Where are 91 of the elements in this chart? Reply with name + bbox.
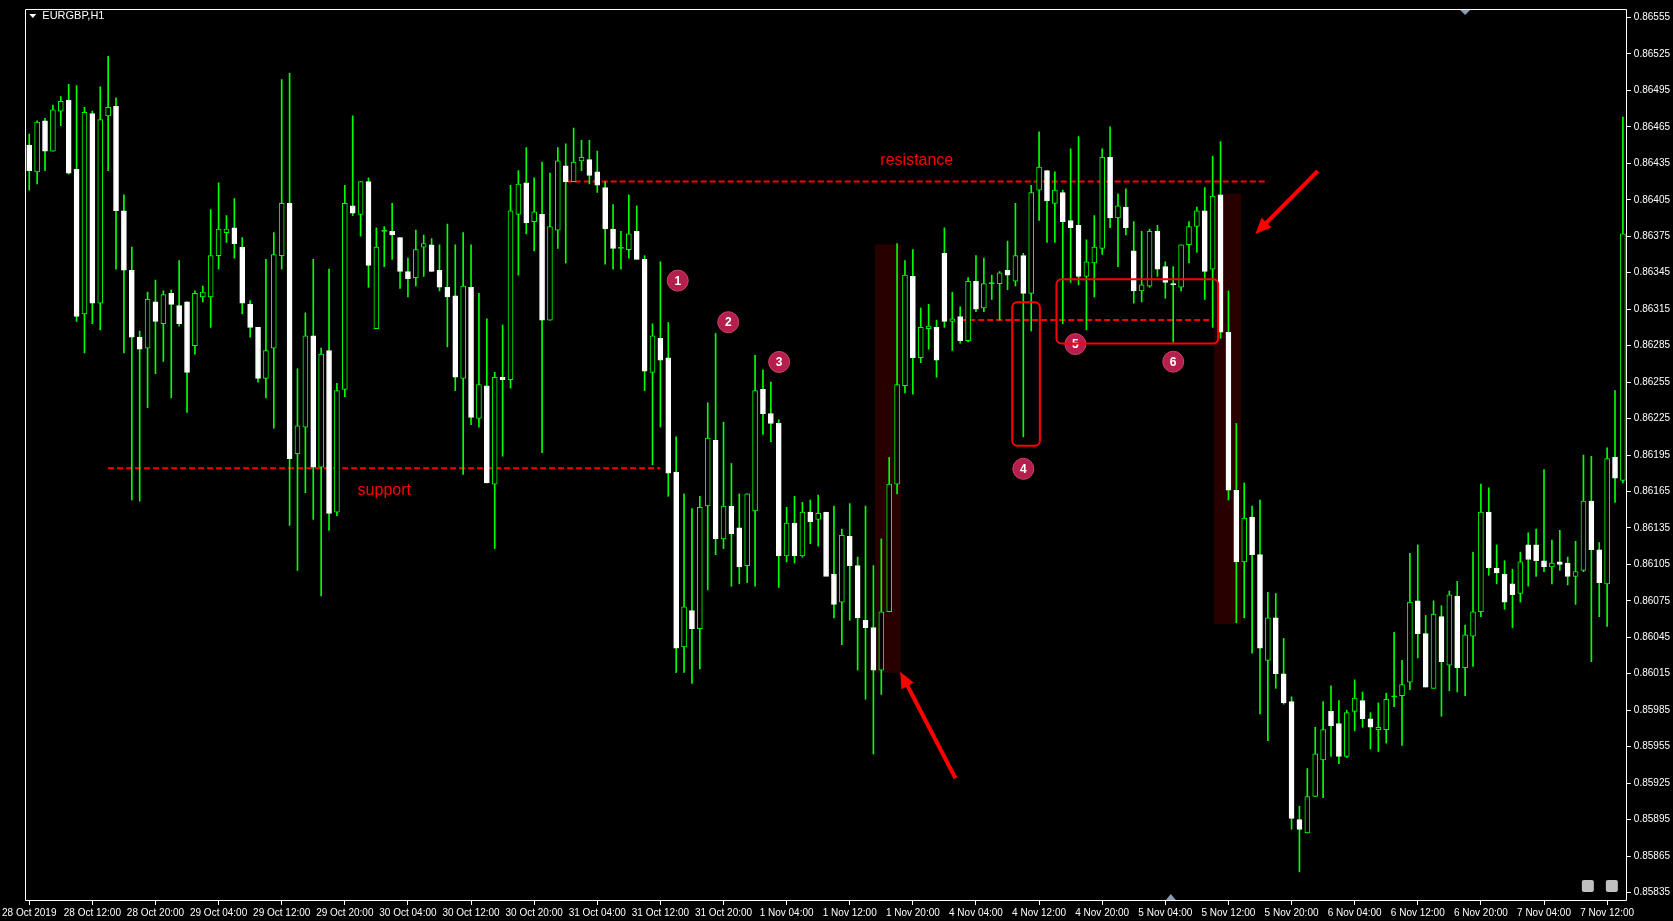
candlestick: [846, 503, 853, 621]
candlestick: [1091, 215, 1098, 298]
y-tick-label: 0.86105: [1633, 558, 1671, 570]
x-tick-label: 1 Nov 12:00: [822, 906, 878, 918]
y-tick-label: 0.86315: [1633, 302, 1671, 314]
candlestick: [768, 381, 774, 442]
y-tick-label: 0.86015: [1633, 667, 1671, 679]
candlestick: [949, 291, 956, 351]
x-tick-label: 4 Nov 12:00: [1012, 906, 1067, 918]
y-tick-label: 0.85955: [1633, 740, 1671, 752]
candlestick: [1399, 660, 1405, 746]
y-tick-label: 0.85925: [1633, 776, 1671, 788]
x-tick-label: 29 Oct 12:00: [253, 906, 311, 918]
y-tick-label: 0.86465: [1633, 120, 1671, 132]
candlestick: [531, 177, 537, 252]
y-tick-label: 0.86525: [1633, 47, 1671, 59]
candlestick: [349, 115, 356, 216]
y-tick-label: 0.86045: [1633, 631, 1671, 643]
candlestick: [1328, 685, 1334, 757]
y-tick-label: 0.86255: [1633, 375, 1671, 387]
y-tick-label: 0.85895: [1633, 813, 1671, 825]
y-tick-label: 0.86195: [1633, 448, 1671, 460]
y-tick-label: 0.86165: [1633, 485, 1671, 497]
x-tick-label: 28 Oct 2019: [2, 906, 57, 918]
x-tick-label: 29 Oct 20:00: [316, 906, 374, 918]
y-tick-label: 0.86075: [1633, 594, 1671, 606]
y-tick-label: 0.86135: [1633, 521, 1671, 533]
x-tick-label: 31 Oct 20:00: [694, 906, 753, 918]
y-tick-label: 0.86285: [1633, 339, 1671, 351]
y-tick-label: 0.86495: [1633, 84, 1671, 96]
x-tick-label: 5 Nov 04:00: [1138, 906, 1193, 918]
x-tick-label: 1 Nov 20:00: [885, 906, 941, 918]
candlestick: [389, 203, 395, 260]
annotation: 6: [1169, 355, 1177, 370]
candlestick: [1612, 390, 1618, 503]
x-tick-label: 5 Nov 20:00: [1264, 906, 1319, 918]
candlestick: [807, 499, 814, 545]
annotation: 4: [1019, 462, 1027, 477]
x-tick-label: 4 Nov 20:00: [1075, 906, 1130, 918]
candlestick: [815, 494, 822, 547]
candlestick: [1493, 544, 1500, 585]
y-tick-label: 0.86375: [1633, 230, 1671, 241]
y-tick-label: 0.86555: [1633, 11, 1671, 23]
candlestick: [681, 493, 687, 673]
candlestick: [405, 257, 411, 298]
x-tick-label: 30 Oct 12:00: [442, 906, 501, 918]
candlestick: [263, 259, 269, 399]
candlestick: [1391, 632, 1397, 707]
y-tick-label: 0.85865: [1633, 849, 1671, 861]
x-tick-label: 30 Oct 20:00: [505, 906, 564, 918]
annotation: 1: [674, 273, 682, 288]
x-tick-label: 28 Oct 20:00: [126, 906, 185, 918]
series-label: resistance: [880, 150, 954, 168]
x-tick-label: 6 Nov 20:00: [1453, 906, 1509, 918]
x-tick-label: 29 Oct 04:00: [189, 906, 248, 918]
y-tick-label: 0.86225: [1633, 412, 1671, 424]
x-tick-label: 7 Nov 04:00: [1517, 906, 1572, 918]
y-tick-label: 0.86435: [1633, 157, 1671, 169]
x-tick-label: 28 Oct 12:00: [63, 906, 122, 918]
y-tick-label: 0.86405: [1633, 193, 1671, 205]
candlestick: [1170, 266, 1177, 343]
candlestick: [168, 289, 175, 399]
candlestick: [1541, 469, 1547, 572]
y-tick-label: 0.85835: [1633, 886, 1671, 898]
chart-title: EURGBP,H1: [42, 9, 105, 22]
candlestick: [1052, 171, 1058, 243]
x-tick-label: 6 Nov 04:00: [1327, 906, 1383, 918]
y-tick-label: 0.86345: [1633, 266, 1671, 278]
x-tick-label: 4 Nov 04:00: [949, 906, 1004, 918]
candlestick: [136, 330, 143, 502]
candlestick: [689, 508, 695, 684]
x-tick-label: 31 Oct 12:00: [631, 906, 690, 918]
candlestick: [420, 234, 427, 277]
candlestick: [1020, 252, 1027, 438]
candlestick: [823, 511, 829, 577]
candlestick: [1556, 530, 1563, 571]
candlestick: [562, 143, 569, 264]
annotation: 2: [724, 315, 732, 330]
x-tick-label: 31 Oct 04:00: [568, 906, 627, 918]
candlestick: [1059, 189, 1066, 325]
candlestick: [1549, 539, 1555, 585]
x-tick-label: 7 Nov 12:00: [1580, 906, 1635, 918]
candlestick: [1036, 131, 1042, 221]
annotation: 3: [775, 355, 783, 370]
x-tick-label: 1 Nov 04:00: [759, 906, 815, 918]
y-tick-label: 0.85985: [1633, 703, 1671, 715]
candlestick: [105, 56, 111, 171]
x-tick-label: 30 Oct 04:00: [379, 906, 437, 918]
x-tick-label: 5 Nov 12:00: [1201, 906, 1256, 918]
x-tick-label: 6 Nov 12:00: [1390, 906, 1446, 918]
series-label: support: [357, 480, 412, 498]
